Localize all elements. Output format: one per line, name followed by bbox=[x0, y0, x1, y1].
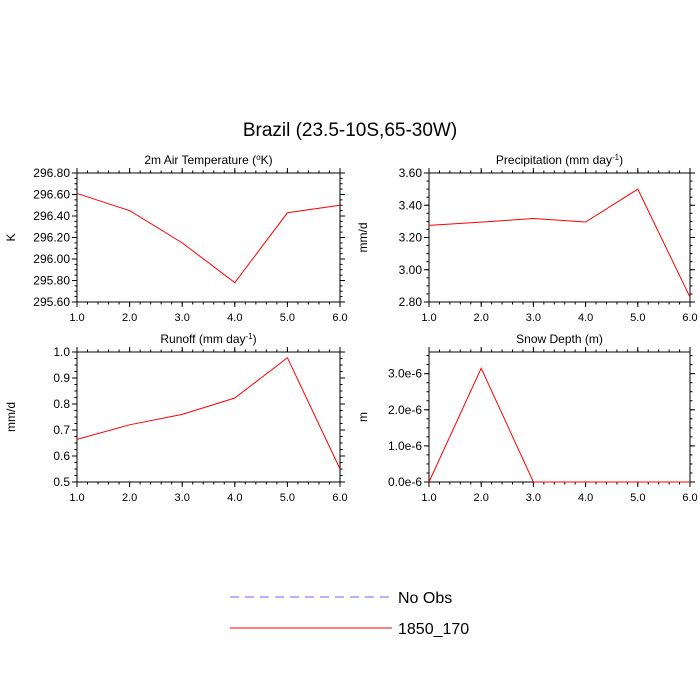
y-tick-label: 296.00 bbox=[33, 252, 70, 266]
panel-title-superscript: -1 bbox=[612, 153, 620, 162]
y-axis: 2.80 3.00 3.20 3.40 3.60 bbox=[399, 166, 695, 309]
legend-label: 1850_170 bbox=[398, 621, 469, 638]
panel-title: Precipitation (mm day-1) bbox=[496, 153, 623, 168]
x-tick-label: 2.0 bbox=[474, 312, 489, 324]
x-tick-label: 5.0 bbox=[630, 312, 645, 324]
x-tick-label: 2.0 bbox=[122, 312, 137, 324]
x-axis: 1.0 2.0 3.0 4.0 5.0 6.0 bbox=[69, 168, 348, 324]
y-axis: 0.0e-6 1.0e-6 2.0e-6 3.0e-6 bbox=[388, 355, 695, 489]
panel-title-text-end: ) bbox=[619, 153, 623, 167]
y-tick-label: 296.40 bbox=[33, 209, 70, 223]
panels: 1.0 2.0 3.0 4.0 5.0 6.0 295.60 295.80 296.00 296.… bbox=[4, 153, 698, 505]
x-tick-label: 3.0 bbox=[175, 492, 190, 504]
y-tick-label: 0.9 bbox=[53, 371, 70, 385]
y-tick-label: 3.0e-6 bbox=[388, 367, 422, 381]
x-tick-label: 6.0 bbox=[682, 312, 697, 324]
y-tick-label: 2.80 bbox=[399, 295, 423, 309]
x-axis: 1.0 2.0 3.0 4.0 5.0 6.0 bbox=[421, 347, 698, 504]
y-tick-label: 3.60 bbox=[399, 166, 423, 180]
y-tick-label: 296.20 bbox=[33, 231, 70, 245]
y-tick-label: 3.00 bbox=[399, 263, 423, 277]
series-line bbox=[428, 188, 691, 298]
x-axis: 1.0 2.0 3.0 4.0 5.0 6.0 bbox=[69, 347, 348, 504]
y-tick-label: 2.0e-6 bbox=[388, 403, 422, 417]
y-tick-label: 296.80 bbox=[33, 166, 70, 180]
panel-title-text: Snow Depth (m) bbox=[516, 332, 603, 346]
x-tick-label: 2.0 bbox=[122, 492, 137, 504]
y-tick-label: 0.0e-6 bbox=[388, 475, 422, 489]
x-tick-label: 1.0 bbox=[421, 312, 436, 324]
x-tick-label: 3.0 bbox=[526, 492, 541, 504]
x-tick-label: 4.0 bbox=[578, 312, 593, 324]
y-tick-label: 295.60 bbox=[33, 295, 70, 309]
y-axis-label: mm/d bbox=[4, 402, 18, 432]
legend: No Obs 1850_170 bbox=[230, 590, 469, 638]
x-tick-label: 1.0 bbox=[69, 312, 84, 324]
plot-frame bbox=[76, 172, 341, 303]
chart-panel-4: 1.0 2.0 3.0 4.0 5.0 6.0 0.0e-6 1.0e-6 2.0e-6 3.0e… bbox=[356, 332, 698, 504]
x-tick-label: 4.0 bbox=[578, 492, 593, 504]
x-tick-label: 5.0 bbox=[280, 312, 295, 324]
y-axis: 295.60 295.80 296.00 296.20 296.40 296.60 296.… bbox=[33, 166, 345, 309]
x-tick-label: 2.0 bbox=[474, 492, 489, 504]
y-tick-label: 1.0 bbox=[53, 345, 70, 359]
chart-panel-3: 1.0 2.0 3.0 4.0 5.0 6.0 0.5 0.6 0.7 0.8 0.9 1.0 mm/d… bbox=[4, 332, 348, 505]
y-tick-label: 3.40 bbox=[399, 198, 423, 212]
x-tick-label: 4.0 bbox=[227, 312, 242, 324]
x-tick-label: 5.0 bbox=[280, 492, 295, 504]
y-tick-label: 0.6 bbox=[53, 449, 70, 463]
panel-title: Runoff (mm day-1) bbox=[160, 332, 256, 347]
panel-title-text-end: K) bbox=[261, 153, 273, 167]
x-tick-label: 6.0 bbox=[332, 312, 347, 324]
x-tick-label: 1.0 bbox=[421, 492, 436, 504]
plot-frame bbox=[428, 351, 691, 483]
panel-title-text: 2m Air Temperature ( bbox=[144, 153, 256, 167]
panel-title: Snow Depth (m) bbox=[516, 332, 603, 346]
panel-title-text-end: ) bbox=[253, 332, 257, 346]
x-tick-label: 4.0 bbox=[227, 492, 242, 504]
chart-panel-1: 1.0 2.0 3.0 4.0 5.0 6.0 295.60 295.80 296.00 296.… bbox=[4, 153, 348, 325]
y-tick-label: 0.7 bbox=[53, 423, 70, 437]
panel-title: 2m Air Temperature (oK) bbox=[144, 153, 272, 168]
x-tick-label: 1.0 bbox=[69, 492, 84, 504]
x-tick-label: 5.0 bbox=[630, 492, 645, 504]
y-tick-label: 0.5 bbox=[53, 475, 70, 489]
y-tick-label: 295.80 bbox=[33, 274, 70, 288]
x-tick-label: 3.0 bbox=[175, 312, 190, 324]
y-axis: 0.5 0.6 0.7 0.8 0.9 1.0 bbox=[53, 345, 345, 489]
panel-title-superscript: o bbox=[256, 153, 261, 162]
plot-frame bbox=[428, 172, 691, 303]
y-axis-label: mm/d bbox=[356, 223, 370, 253]
y-axis-label: K bbox=[4, 233, 18, 241]
series-line bbox=[428, 367, 690, 483]
x-tick-label: 3.0 bbox=[526, 312, 541, 324]
y-tick-label: 1.0e-6 bbox=[388, 439, 422, 453]
legend-label: No Obs bbox=[398, 590, 452, 607]
page-title: Brazil (23.5-10S,65-30W) bbox=[243, 120, 457, 141]
x-axis: 1.0 2.0 3.0 4.0 5.0 6.0 bbox=[421, 168, 698, 324]
chart-panel-2: 1.0 2.0 3.0 4.0 5.0 6.0 2.80 3.00 3.20 3.40 3.60 mm… bbox=[356, 153, 698, 325]
panel-title-text: Runoff (mm day bbox=[160, 332, 245, 346]
y-tick-label: 0.8 bbox=[53, 397, 70, 411]
y-tick-label: 296.60 bbox=[33, 188, 70, 202]
y-axis-label: m bbox=[356, 412, 370, 422]
x-tick-label: 6.0 bbox=[332, 492, 347, 504]
y-tick-label: 3.20 bbox=[399, 231, 423, 245]
x-tick-label: 6.0 bbox=[682, 492, 697, 504]
plot-frame bbox=[76, 351, 341, 483]
panel-title-text: Precipitation (mm day bbox=[496, 153, 612, 167]
panel-title-superscript: -1 bbox=[246, 332, 254, 341]
series-line bbox=[76, 356, 341, 470]
series-line bbox=[76, 192, 341, 284]
